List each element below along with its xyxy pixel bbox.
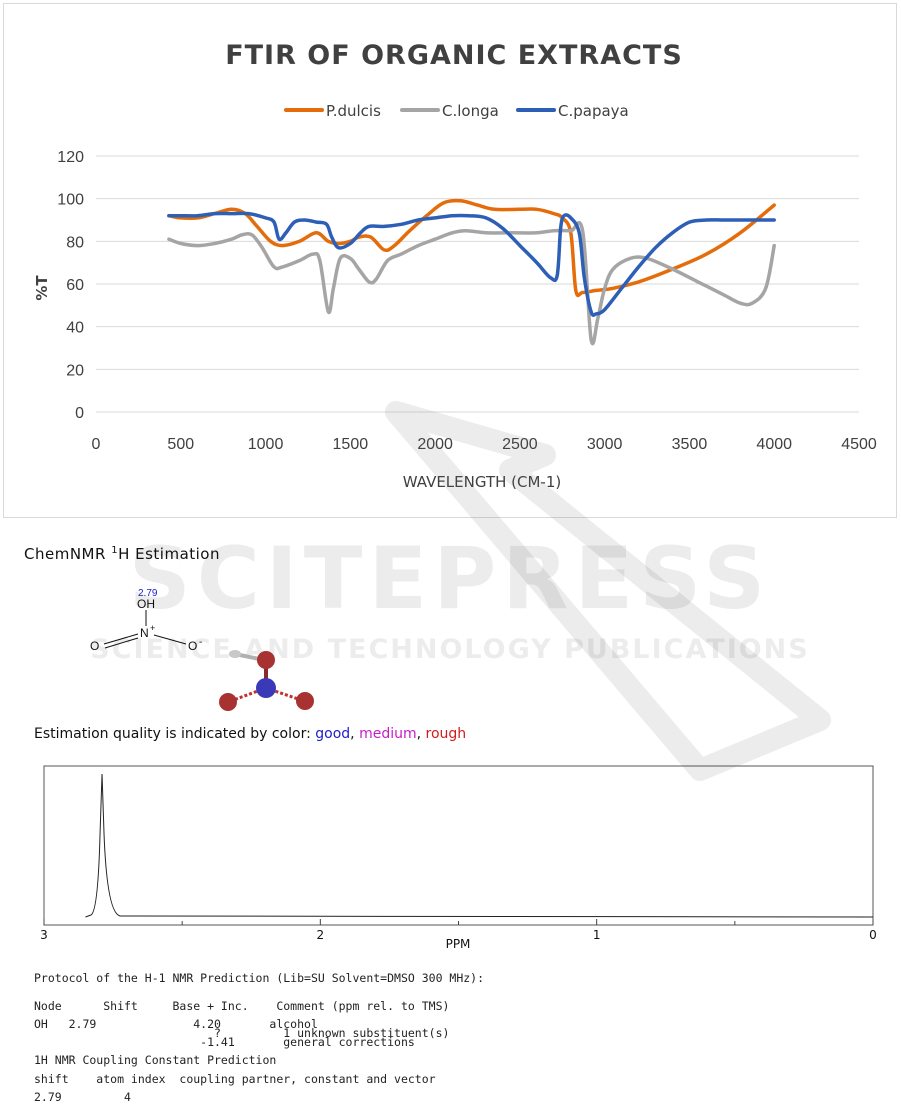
protocol-line-6: shift atom index coupling partner, const… — [34, 1072, 436, 1086]
protocol-line-5: 1H NMR Coupling Constant Prediction — [34, 1053, 277, 1067]
ppm-tick-label-0: 0 — [869, 928, 877, 942]
protocol-line-2: OH 2.79 4.20 alcohol — [34, 1017, 318, 1031]
o-charge: - — [199, 637, 202, 648]
quality-good: good — [315, 726, 351, 742]
x-tick-label-2500: 2500 — [502, 436, 538, 453]
chart-gridlines — [96, 155, 859, 413]
quality-medium: medium — [359, 726, 417, 742]
chart-legend: P.dulcis C.longa C.papaya — [284, 102, 629, 120]
spectrum-frame — [43, 765, 874, 926]
x-tick-label-500: 500 — [167, 436, 194, 453]
y-tick-label-0: 0 — [75, 405, 84, 422]
molecule-3d-model — [219, 650, 314, 711]
ftir-chart-panel: FTIR OF ORGANIC EXTRACTS P.dulcis C.longa… — [3, 3, 897, 518]
series-line-c-longa — [167, 220, 776, 346]
x-tick-label-0: 0 — [92, 436, 101, 453]
oh-label: OH — [137, 597, 155, 611]
nmr-title-rest: H Estimation — [118, 545, 220, 563]
ppm-tick-label-3: 3 — [40, 928, 48, 942]
nmr-title-sup: 1 — [111, 545, 119, 556]
ppm-tick-label-2: 2 — [317, 928, 325, 942]
protocol-line-3: ? 1 unknown substituent(s) — [34, 1026, 450, 1040]
x-axis-ticks: 0 500 1000 1500 2000 2500 3000 3500 4000 4500 — [92, 436, 877, 453]
quality-prefix: Estimation quality is indicated by color… — [34, 726, 316, 742]
ppm-axis-title: PPM — [446, 937, 471, 951]
x-tick-label-1000: 1000 — [248, 436, 284, 453]
chart-title: FTIR OF ORGANIC EXTRACTS — [225, 40, 683, 71]
estimation-quality-legend: Estimation quality is indicated by color… — [34, 726, 466, 742]
ppm-tick-label-1: 1 — [593, 928, 601, 942]
legend-label-1: C.longa — [442, 102, 499, 120]
nmr-peak-trace — [85, 773, 874, 918]
protocol-line-7: 2.79 4 — [34, 1090, 131, 1104]
n-label: N — [140, 626, 149, 640]
y-tick-label-40: 40 — [66, 320, 84, 337]
ftir-chart: FTIR OF ORGANIC EXTRACTS P.dulcis C.longa… — [33, 40, 877, 491]
series-line-p-dulcis — [167, 198, 776, 298]
bond-n-o-left — [103, 633, 139, 645]
protocol-line-0: Protocol of the H-1 NMR Prediction (Lib=… — [34, 971, 485, 985]
y-tick-label-60: 60 — [66, 277, 84, 294]
y-tick-label-80: 80 — [66, 234, 84, 251]
y-axis-title: %T — [33, 275, 51, 301]
molecule-diagram: 2.79 OH N + O O - — [90, 588, 314, 711]
x-tick-label-1500: 1500 — [333, 436, 369, 453]
x-tick-label-4000: 4000 — [756, 436, 792, 453]
quality-rough: rough — [425, 726, 467, 742]
bond-n-o-right — [153, 634, 187, 645]
x-tick-label-2000: 2000 — [417, 436, 453, 453]
bond-n-o-left-double — [104, 637, 139, 649]
legend-label-0: P.dulcis — [326, 102, 381, 120]
nmr-title-main: ChemNMR — [24, 545, 112, 563]
o-right-label: O — [188, 639, 197, 653]
x-tick-label-4500: 4500 — [841, 436, 877, 453]
x-tick-label-3500: 3500 — [672, 436, 708, 453]
legend-label-2: C.papaya — [558, 102, 629, 120]
quality-sep-2: , — [416, 726, 426, 742]
y-tick-label-120: 120 — [57, 149, 84, 166]
nmr-spectrum: 3 2 1 0 PPM — [40, 765, 877, 951]
x-tick-label-3000: 3000 — [587, 436, 623, 453]
shift-label: 2.79 — [138, 588, 158, 599]
chart-series — [167, 198, 776, 346]
n-charge: + — [150, 623, 155, 633]
x-axis-title: WAVELENGTH (CM-1) — [403, 473, 561, 491]
y-tick-label-20: 20 — [66, 362, 84, 379]
y-tick-label-100: 100 — [57, 192, 84, 209]
series-line-c-papaya — [167, 211, 776, 317]
protocol-line-1: Node Shift Base + Inc. Comment (ppm rel.… — [34, 999, 450, 1013]
y-axis-ticks: 0 20 40 60 80 100 120 — [57, 149, 84, 422]
o-left-label: O — [90, 639, 99, 653]
quality-sep-1: , — [350, 726, 360, 742]
nmr-title: ChemNMR 1H Estimation — [24, 545, 220, 563]
protocol-line-4: -1.41 general corrections — [34, 1035, 415, 1049]
ppm-axis-ticks: 3 2 1 0 — [40, 919, 877, 942]
